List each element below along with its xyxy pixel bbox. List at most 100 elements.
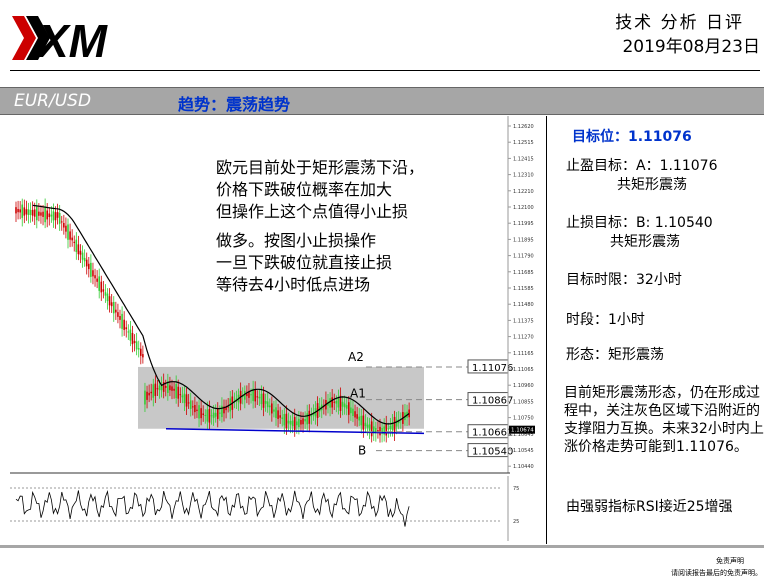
candle-body — [38, 211, 40, 216]
candle-body — [358, 416, 360, 421]
price-tick-label: 1.10545 — [513, 448, 534, 454]
candle-body — [98, 276, 100, 291]
candle-body — [29, 209, 32, 215]
candle-body — [356, 414, 358, 419]
candle-body — [254, 389, 256, 402]
candle-body — [302, 418, 304, 425]
level-label: A1 — [350, 387, 366, 401]
candles — [15, 198, 410, 443]
candle-body — [343, 403, 346, 408]
candle-body — [140, 348, 142, 356]
candle-body — [345, 405, 348, 409]
candle-body — [189, 400, 192, 409]
candle-body — [17, 208, 19, 213]
price-tick-label: 1.11480 — [513, 302, 534, 308]
candle-body — [60, 221, 63, 223]
candle-body — [296, 421, 298, 426]
candle-body — [266, 401, 269, 408]
candle-body — [44, 207, 46, 223]
candle-body — [187, 402, 190, 404]
candle-body — [88, 263, 90, 270]
price-tick-label: 1.12515 — [513, 140, 534, 146]
candle-body — [154, 383, 157, 396]
level-value: 1.11076 — [472, 363, 513, 374]
candle-body — [181, 395, 184, 398]
candle-body — [48, 213, 51, 218]
candle-body — [352, 408, 354, 416]
candle-body — [21, 204, 24, 218]
candle-body — [377, 429, 379, 433]
candle-body — [375, 427, 377, 434]
price-tick-label: 1.11375 — [513, 318, 534, 324]
header-divider — [10, 70, 760, 71]
candle-body — [121, 313, 123, 329]
chart-note: 等待去4小时低点进场 — [216, 275, 371, 294]
level-value: 1.10540 — [472, 447, 513, 458]
candle-body — [252, 388, 254, 402]
candle-body — [391, 422, 394, 431]
candle-body — [264, 400, 267, 404]
candle-body — [15, 207, 17, 214]
candle-body — [67, 224, 69, 240]
candle-body — [360, 415, 363, 426]
price-chart: 1.11076 A2 1.10867 A1 1.10661 1.10540 B 1.1262… — [10, 116, 535, 541]
candle-body — [368, 424, 371, 431]
candle-body — [40, 212, 42, 216]
candle-body — [310, 414, 313, 417]
price-tick-label: 1.11790 — [513, 254, 534, 260]
candle-body — [212, 412, 215, 419]
candle-body — [204, 414, 207, 416]
candle-body — [250, 394, 252, 396]
price-tick-label: 1.12100 — [513, 205, 534, 211]
candle-body — [304, 418, 306, 422]
level-label: A2 — [348, 350, 364, 364]
chart-note: 但操作上这个点值得小止损 — [216, 202, 409, 221]
candle-body — [42, 211, 44, 217]
rsi-tick-label: 25 — [513, 519, 519, 525]
candle-body — [152, 384, 155, 398]
candle-body — [112, 301, 115, 314]
candle-body — [331, 397, 333, 408]
candle-body — [83, 257, 86, 262]
candle-body — [293, 416, 296, 430]
price-tick-label: 1.11270 — [513, 335, 534, 341]
candle-body — [77, 244, 80, 255]
candle-body — [56, 212, 59, 218]
candle-body — [227, 406, 229, 408]
candle-body — [354, 411, 356, 418]
candle-body — [31, 209, 34, 216]
chart-note: 做多。按图小止损操作 — [216, 231, 377, 250]
price-tick-label: 1.10750 — [513, 416, 534, 422]
candle-body — [287, 420, 290, 424]
candle-body — [127, 331, 130, 333]
candle-body — [173, 388, 175, 391]
candle-body — [52, 211, 55, 221]
svg-text:XM: XM — [35, 15, 109, 62]
candle-body — [256, 396, 259, 398]
take-profit-note: 共矩形震荡 — [617, 177, 687, 193]
price-tick-label: 1.12210 — [513, 189, 534, 195]
candle-body — [275, 407, 277, 418]
candle-body — [123, 319, 125, 330]
candle-body — [370, 421, 373, 437]
candle-body — [389, 425, 392, 430]
candle-body — [167, 381, 169, 393]
candle-body — [395, 419, 398, 427]
panel-divider — [546, 116, 547, 544]
candle-body — [379, 426, 381, 436]
time-limit: 目标时限：32小时 — [566, 272, 682, 288]
candle-body — [408, 409, 410, 418]
candle-body — [142, 354, 144, 358]
candle-body — [94, 275, 96, 279]
candle-body — [387, 428, 390, 430]
candle-body — [208, 409, 211, 423]
candle-body — [46, 210, 48, 220]
candle-body — [108, 296, 111, 306]
candle-body — [271, 403, 273, 414]
candle-body — [381, 428, 383, 434]
current-price-label: 1.10674 — [511, 428, 534, 434]
moving-average-line — [32, 204, 410, 425]
candle-body — [117, 312, 119, 317]
candle-body — [291, 420, 294, 427]
candle-body — [104, 292, 107, 296]
